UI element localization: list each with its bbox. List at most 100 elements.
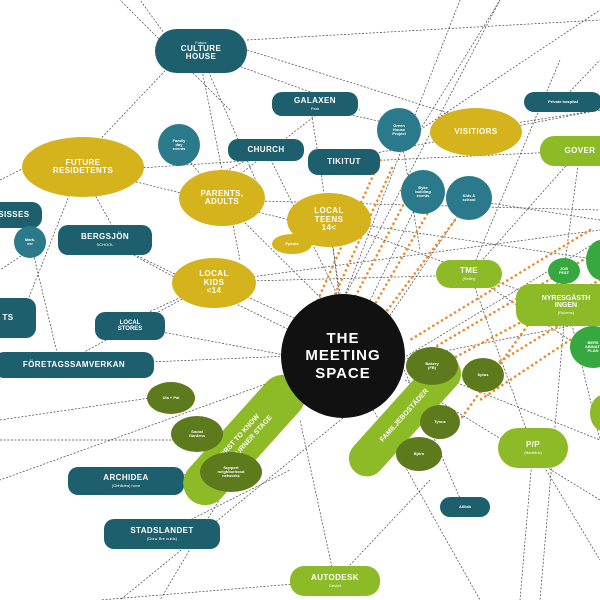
connection-line: [246, 19, 600, 41]
node-ppeute-title: Ppeute: [285, 240, 299, 246]
node-gover: GOVER: [540, 136, 600, 166]
node-ts: TS: [0, 298, 36, 338]
node-green-house: Green House Project: [377, 108, 421, 152]
node-bike-building: Byke building events: [401, 170, 445, 214]
node-bjoro: Björo: [396, 437, 442, 471]
node-parents-adults: PARENTS, ADULTS: [179, 170, 265, 226]
node-green-house-title: Green House Project: [392, 122, 406, 137]
node-future-residents: FUTURE RESIDETENTS: [22, 137, 144, 197]
connection-line: [329, 219, 600, 261]
node-bers-plan: BERS ABINATI PLAN: [570, 326, 600, 368]
node-job-fest-title: Job FEST: [558, 265, 570, 275]
node-archidea: ARCHIDEA (Gbhildea) hove: [68, 467, 184, 495]
node-social-gardens: Social Gardens: [171, 416, 223, 452]
node-support-neighborhood-title: Support neighborhood networks: [217, 464, 245, 479]
node-archidea-sub: (Gbhildea) hove: [111, 482, 141, 488]
connection-line: [99, 580, 331, 600]
node-future-residents-title: FUTURE RESIDETENTS: [52, 157, 114, 175]
node-bike-building-title: Byke building events: [415, 184, 431, 199]
node-galaxen: GALAXEN Park: [272, 92, 358, 116]
connection-line: [299, 419, 336, 582]
node-job-fest: Job FEST: [548, 258, 580, 284]
node-tyhus-title: Tyhus: [434, 418, 446, 424]
node-church: CHURCH: [228, 139, 304, 161]
connection-line: [329, 219, 600, 321]
node-tme-title: TME: [459, 266, 479, 276]
node-splus-title: Splus: [477, 371, 489, 377]
node-nyresgasthingen: NYRESGÄSTH INGEN (Ruhens): [516, 284, 600, 326]
node-local-teens: LOCAL TEENS 14<: [287, 193, 371, 247]
connection-line: [519, 447, 534, 600]
node-ppeute: Ppeute: [272, 234, 312, 254]
connection-line: [79, 355, 291, 366]
connection-line: [342, 0, 501, 301]
connection-line: [419, 0, 501, 131]
dotted-connection-line: [458, 278, 562, 422]
node-culture-house-title: CULTURE HOUSE: [180, 43, 222, 62]
node-mark-ver: Mark. ver: [14, 226, 46, 258]
node-social-gardens-title: Social Gardens: [188, 428, 206, 438]
node-galaxen-sub: Park: [310, 105, 320, 111]
node-meeting-space: THE MEETING SPACE: [281, 294, 405, 418]
node-bergsjon: BERGSJÖN SCHOOL: [58, 225, 152, 255]
node-ula-pal-title: Ula + Pal: [162, 394, 180, 400]
connection-line: [119, 0, 231, 111]
node-bakery: Bakery (FB): [406, 347, 458, 385]
node-nyresgasthingen-title: NYRESGÄSTH INGEN: [541, 295, 591, 310]
connection-line: [0, 355, 344, 481]
node-bergsjon-sub: SCHOOL: [96, 241, 114, 247]
connection-line: [419, 9, 600, 131]
node-visitors: VISITIORS: [430, 108, 522, 156]
node-private-hospital-title: Private hospital: [548, 98, 578, 104]
node-galaxen-title: GALAXEN: [294, 96, 336, 106]
node-church-title: CHURCH: [247, 144, 285, 154]
node-parents-adults-title: PARENTS, ADULTS: [200, 188, 244, 206]
dotted-connection-line: [448, 278, 600, 362]
connection-line: [139, 159, 261, 169]
node-allliab: Allliab: [440, 497, 490, 517]
node-ssisses-title: SSISSES: [0, 209, 30, 219]
dotted-connection-line: [428, 248, 600, 352]
node-culture-house: Future CULTURE HOUSE: [155, 29, 247, 73]
dotted-connection-line: [408, 228, 592, 342]
node-bakery-title: Bakery (FB): [425, 360, 439, 370]
node-culture-house-pre: Future: [195, 39, 207, 45]
node-ts-title: TS: [2, 312, 14, 322]
node-archidea-title: ARCHIDEA: [103, 473, 149, 483]
node-local-teens-title: LOCAL TEENS 14<: [314, 206, 344, 233]
node-stadslandet-sub: (Donz Bre nubis): [146, 535, 177, 541]
node-bers-plan-title: BERS ABINATI PLAN: [585, 339, 600, 354]
node-family-day-title: Family day events: [172, 137, 186, 152]
node-foretagssamverkan-title: FÖRETAGSSAMVERKAN: [22, 359, 126, 369]
node-tikitut: TIKITUT: [308, 149, 380, 175]
node-ssisses: SSISSES: [0, 202, 42, 228]
node-pp-title: P/P: [525, 440, 541, 450]
node-tme: TME (Seller): [436, 260, 502, 288]
node-stadslandet: STADSLANDET (Donz Bre nubis): [104, 519, 220, 549]
node-bjoro-title: Björo: [413, 450, 425, 456]
node-right-edge: [590, 395, 600, 431]
connection-line: [559, 59, 600, 103]
node-local-stores: LOCAL STORES: [95, 312, 165, 340]
node-kids-school: Kids & school: [446, 176, 492, 220]
node-right-circle: [586, 240, 600, 280]
node-ula-pal: Ula + Pal: [147, 382, 195, 414]
node-autodesk-sub: Gestell: [328, 582, 342, 588]
connection-line: [119, 417, 344, 600]
connection-line: [161, 469, 291, 535]
node-nyresgasthingen-sub: (Ruhens): [557, 309, 575, 315]
connection-line: [399, 129, 421, 251]
node-tyhus: Tyhus: [420, 405, 460, 439]
node-visitors-title: VISITIORS: [454, 126, 498, 136]
node-gover-title: GOVER: [564, 145, 596, 155]
connection-line: [246, 49, 471, 121]
node-autodesk-title: AUTODESK: [311, 573, 359, 583]
connection-line: [342, 0, 461, 301]
connection-line: [199, 59, 241, 261]
node-pp-sub: (Backlink): [524, 449, 542, 455]
connection-line: [89, 54, 181, 151]
node-mark-ver-title: Mark. ver: [24, 236, 36, 246]
dotted-connection-line: [378, 198, 472, 322]
